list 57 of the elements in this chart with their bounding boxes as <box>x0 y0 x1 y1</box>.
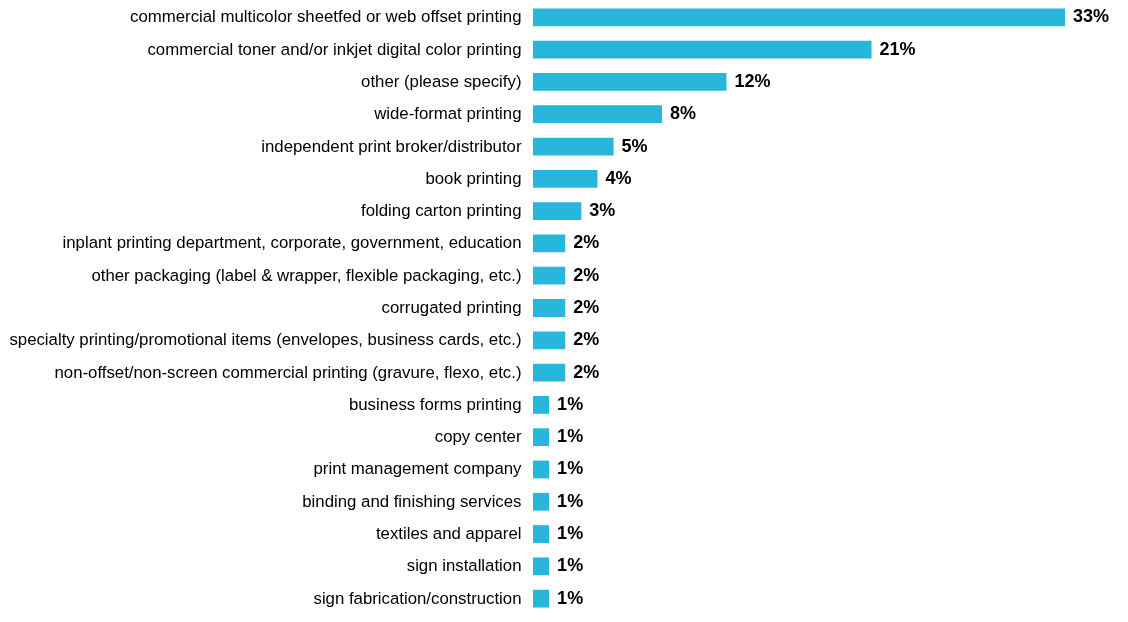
y-tick-label: independent print broker/distributor <box>261 136 522 156</box>
y-tick-label: copy center <box>434 427 522 447</box>
data-label: 33% <box>1073 6 1110 27</box>
bar <box>533 202 582 220</box>
bar <box>533 589 550 608</box>
data-label: 2% <box>573 264 600 285</box>
data-label: 2% <box>573 361 600 382</box>
bar <box>533 73 727 91</box>
y-tick-label: non-offset/non-screen commercial printing (gravure, flexo, etc.) <box>54 362 522 382</box>
bar <box>533 266 566 285</box>
bar <box>533 363 566 382</box>
y-tick-label: print management company <box>313 459 523 479</box>
y-tick-label: textiles and apparel <box>375 524 522 544</box>
bar <box>533 492 550 511</box>
bar <box>533 169 598 188</box>
bar <box>533 428 550 447</box>
bar <box>533 137 614 156</box>
bar <box>533 40 872 59</box>
y-tick-label: corrugated printing <box>381 298 522 317</box>
y-tick-label: sign fabrication/construction <box>313 588 522 608</box>
y-tick-label: book printing <box>425 168 522 188</box>
data-label: 1% <box>557 523 584 544</box>
y-tick-label: inplant printing department, corporate, government, education <box>62 233 522 253</box>
bar <box>533 105 662 124</box>
data-label: 1% <box>557 426 584 447</box>
data-label: 1% <box>557 555 584 576</box>
bar <box>533 299 566 317</box>
y-tick-label: commercial multicolor sheetfed or web offset printing <box>130 7 522 27</box>
data-label: 4% <box>605 167 632 188</box>
data-label: 21% <box>879 38 916 59</box>
bar <box>533 234 566 253</box>
y-tick-label: commercial toner and/or inkjet digital color printing <box>147 39 522 59</box>
bar <box>533 331 566 350</box>
data-label: 2% <box>573 329 600 350</box>
y-tick-label: folding carton printing <box>361 201 522 221</box>
data-label: 1% <box>557 393 584 414</box>
data-label: 1% <box>557 587 584 608</box>
y-tick-label: specialty printing/promotional items (envelopes, business cards, etc.) <box>9 330 522 350</box>
bar <box>533 460 550 479</box>
y-tick-label: binding and finishing services <box>302 491 522 511</box>
data-label: 2% <box>573 232 600 253</box>
y-tick-label: sign installation <box>406 556 522 576</box>
bar <box>533 396 550 414</box>
data-label: 1% <box>557 490 584 511</box>
bar <box>533 525 550 543</box>
y-tick-label: other (please specify) <box>361 71 522 91</box>
data-label: 8% <box>669 103 696 124</box>
y-tick-label: other packaging (label & wrapper, flexible packaging, etc.) <box>91 265 522 285</box>
bar <box>533 557 550 576</box>
data-label: 5% <box>621 135 648 156</box>
data-label: 2% <box>573 297 600 317</box>
data-label: 12% <box>734 70 771 91</box>
y-tick-label: wide-format printing <box>373 104 522 124</box>
bar <box>533 8 1065 27</box>
y-tick-label: business forms printing <box>348 394 522 414</box>
data-label: 1% <box>557 458 584 479</box>
data-label: 3% <box>589 200 616 221</box>
